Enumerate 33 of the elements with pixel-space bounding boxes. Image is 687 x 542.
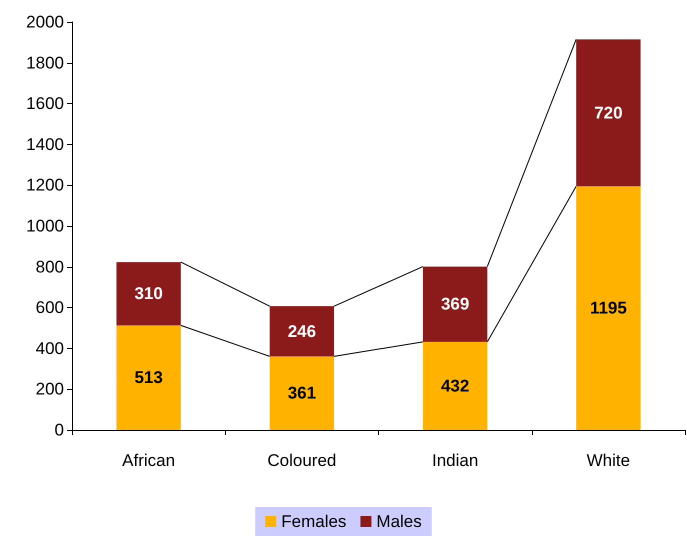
y-tick-label: 1800 bbox=[26, 53, 64, 72]
data-label: 310 bbox=[134, 284, 163, 304]
data-label: 432 bbox=[440, 376, 470, 396]
x-tick-label: African bbox=[122, 451, 176, 470]
y-tick-label: 1200 bbox=[26, 176, 64, 195]
legend-label: Females bbox=[281, 512, 346, 531]
data-label: 246 bbox=[288, 322, 316, 341]
bar bbox=[576, 39, 641, 186]
y-tick-label: 800 bbox=[36, 257, 64, 276]
bar bbox=[270, 306, 334, 356]
bar bbox=[422, 266, 488, 342]
y-tick-label: 200 bbox=[36, 380, 64, 399]
x-tick-label: Coloured bbox=[267, 451, 336, 470]
bar bbox=[576, 186, 641, 430]
y-tick-label: 2000 bbox=[26, 12, 64, 32]
bar bbox=[116, 262, 181, 326]
data-label: 720 bbox=[594, 103, 623, 122]
y-tick-label: 600 bbox=[36, 298, 64, 318]
data-label: 513 bbox=[134, 368, 163, 388]
y-tick-label: 0 bbox=[54, 420, 64, 440]
x-tick-label: Indian bbox=[432, 451, 478, 470]
legend-label: Males bbox=[376, 512, 422, 531]
data-label: 1195 bbox=[590, 298, 627, 318]
bar bbox=[116, 325, 181, 430]
y-tick-label: 1000 bbox=[26, 216, 64, 236]
y-tick-label: 400 bbox=[36, 338, 64, 358]
y-tick-label: 1400 bbox=[26, 134, 64, 154]
data-label: 361 bbox=[288, 384, 316, 403]
y-tick-label: 1600 bbox=[26, 94, 64, 114]
x-tick-label: White bbox=[586, 451, 630, 470]
data-label: 369 bbox=[440, 294, 470, 314]
bar bbox=[270, 356, 334, 430]
bar bbox=[422, 342, 488, 430]
